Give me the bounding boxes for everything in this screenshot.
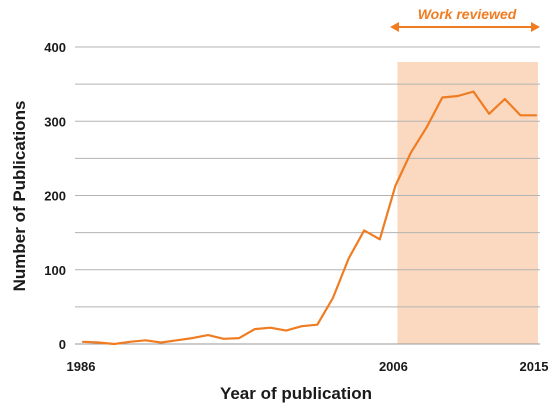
- x-tick-label: 2015: [520, 359, 549, 374]
- y-tick-label: 400: [44, 40, 66, 55]
- y-tick-label: 200: [44, 189, 66, 204]
- y-tick-label: 100: [44, 263, 66, 278]
- grid: [75, 46, 540, 345]
- y-axis-title: Number of Publications: [10, 101, 29, 292]
- publications-series-line: [81, 90, 538, 346]
- annotation-arrowhead-right: [531, 22, 540, 32]
- x-tick-label: 1986: [67, 359, 96, 374]
- x-tick-label: 2006: [379, 359, 408, 374]
- y-tick-label: 300: [44, 114, 66, 129]
- y-tick-label: 0: [59, 337, 66, 352]
- work-reviewed-annotation: Work reviewed: [390, 6, 540, 32]
- annotation-label: Work reviewed: [418, 6, 517, 22]
- work-reviewed-band: [397, 62, 538, 344]
- x-axis-title: Year of publication: [220, 384, 372, 403]
- annotation-arrowhead-left: [390, 22, 399, 32]
